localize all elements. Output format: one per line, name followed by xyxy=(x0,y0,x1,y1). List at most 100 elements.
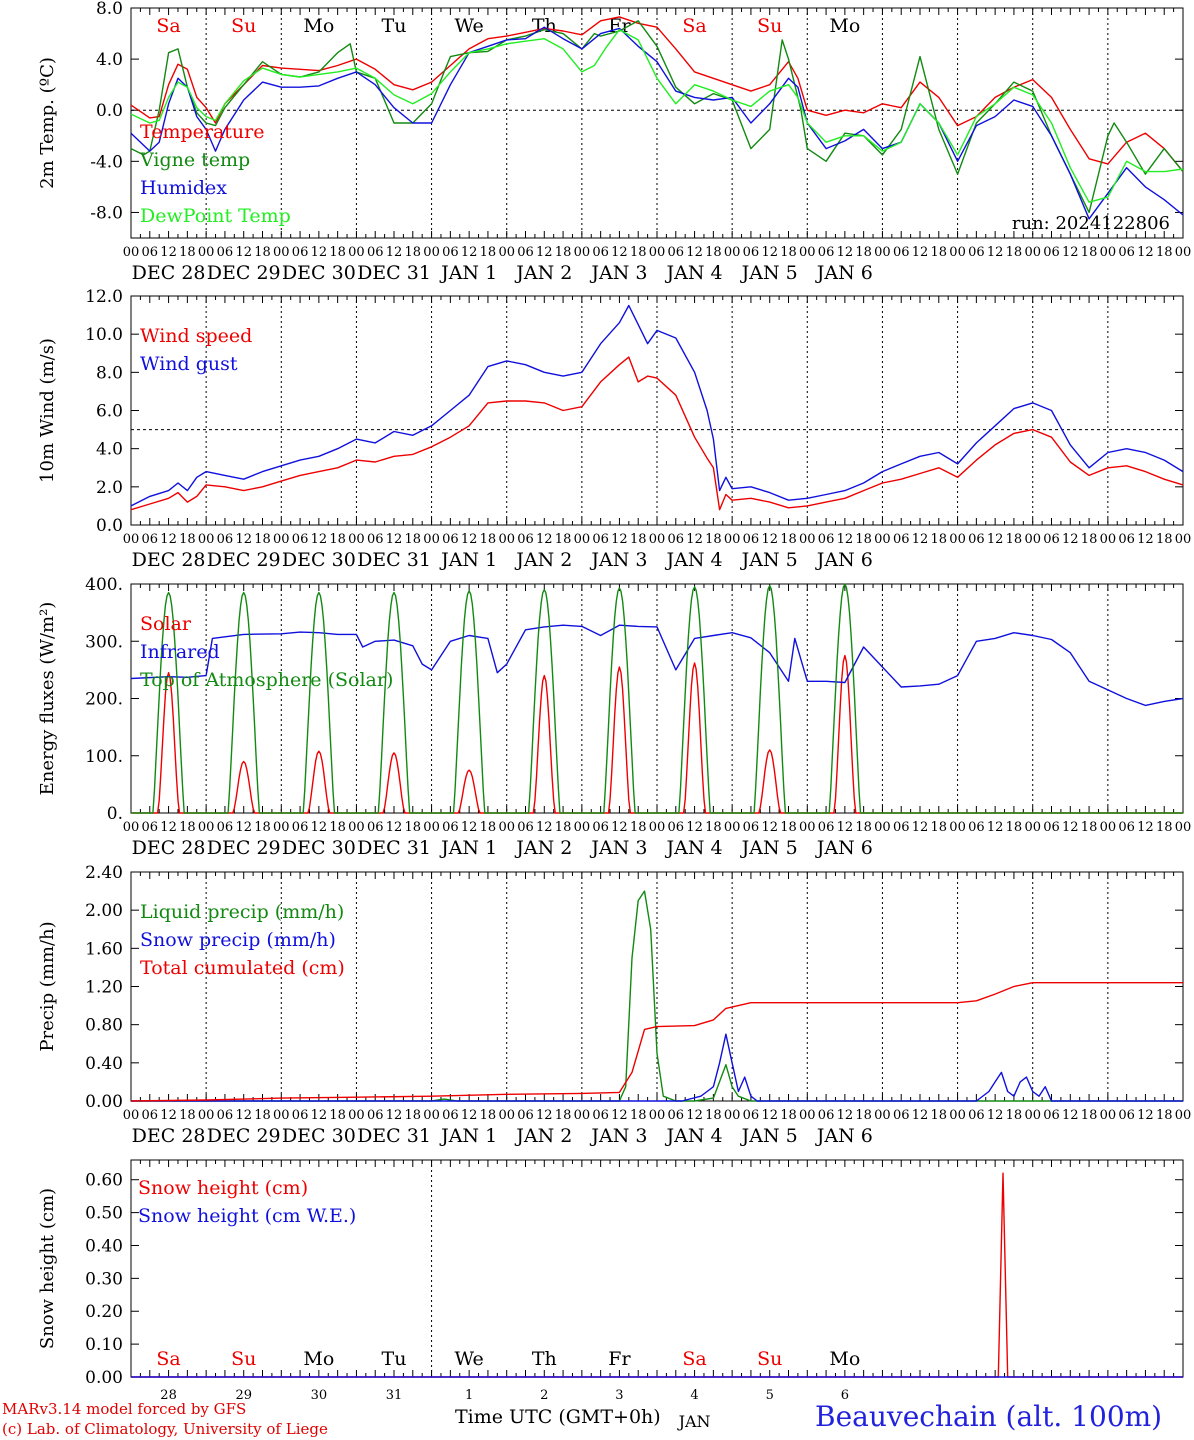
hour-tick-label: 06 xyxy=(367,820,384,835)
y-tick-label: 200. xyxy=(85,690,123,710)
hour-tick-label: 06 xyxy=(367,245,384,260)
hour-tick-label: 12 xyxy=(386,820,403,835)
hour-tick-label: 06 xyxy=(217,1108,234,1123)
weekday-label: Su xyxy=(231,1348,256,1370)
series-line-top-of-atmosphere-solar- xyxy=(131,583,1183,814)
time-axis-label: Time UTC (GMT+0h) xyxy=(455,1406,661,1428)
hour-tick-label: 12 xyxy=(1062,820,1079,835)
hour-tick-label: 18 xyxy=(405,245,422,260)
hour-tick-label: 00 xyxy=(423,1108,440,1123)
date-label: DEC 30 xyxy=(282,549,356,571)
hour-tick-label: 06 xyxy=(142,532,159,547)
hour-tick-label: 06 xyxy=(592,1108,609,1123)
hour-tick-label: 18 xyxy=(555,820,572,835)
hour-tick-label: 06 xyxy=(517,245,534,260)
hour-tick-label: 18 xyxy=(780,1108,797,1123)
hour-tick-label: 00 xyxy=(423,820,440,835)
hour-tick-label: 00 xyxy=(649,245,666,260)
hour-tick-label: 12 xyxy=(311,820,328,835)
date-label: JAN 6 xyxy=(815,262,873,284)
hour-tick-label: 12 xyxy=(611,245,628,260)
hour-tick-label: 00 xyxy=(874,820,891,835)
hour-tick-label: 06 xyxy=(1043,820,1060,835)
hour-tick-label: 00 xyxy=(348,532,365,547)
hour-tick-label: 00 xyxy=(874,532,891,547)
hour-tick-label: 18 xyxy=(1156,1108,1173,1123)
y-tick-label: 300. xyxy=(85,632,123,652)
hour-tick-label: 06 xyxy=(893,245,910,260)
hour-tick-label: 00 xyxy=(649,532,666,547)
hour-tick-label: 12 xyxy=(686,820,703,835)
hour-tick-label: 18 xyxy=(555,1108,572,1123)
hour-tick-label: 18 xyxy=(1156,532,1173,547)
hour-tick-label: 18 xyxy=(179,245,196,260)
hour-tick-label: 06 xyxy=(217,532,234,547)
date-label: JAN 1 xyxy=(439,1125,497,1147)
hour-tick-label: 12 xyxy=(160,245,177,260)
weekday-label: Mo xyxy=(829,15,860,37)
legend-entry: Liquid precip (mm/h) xyxy=(140,901,344,923)
date-label: JAN 2 xyxy=(514,262,572,284)
weekday-label: Sa xyxy=(156,1348,180,1370)
hour-tick-label: 00 xyxy=(498,1108,515,1123)
hour-tick-label: 00 xyxy=(1175,245,1192,260)
day-number-label: 29 xyxy=(235,1388,252,1403)
date-label: DEC 28 xyxy=(132,262,206,284)
date-label: JAN 2 xyxy=(514,1125,572,1147)
hour-tick-label: 18 xyxy=(329,532,346,547)
hour-tick-label: 12 xyxy=(837,245,854,260)
series-line-dewpoint-temp xyxy=(130,29,1184,203)
hour-tick-label: 12 xyxy=(611,1108,628,1123)
legend-entry: Top of Atmosphere (Solar) xyxy=(140,669,393,691)
hour-tick-label: 06 xyxy=(592,820,609,835)
day-number-label: 5 xyxy=(766,1388,774,1403)
hour-tick-label: 00 xyxy=(1100,1108,1117,1123)
hour-tick-label: 06 xyxy=(517,1108,534,1123)
hour-tick-label: 06 xyxy=(142,1108,159,1123)
hour-tick-label: 18 xyxy=(254,1108,271,1123)
y-axis-label: Energy fluxes (W/m²) xyxy=(37,602,58,796)
hour-tick-label: 00 xyxy=(1024,532,1041,547)
weekday-label: Sa xyxy=(682,15,706,37)
date-label: DEC 31 xyxy=(357,837,431,859)
hour-tick-label: 12 xyxy=(536,245,553,260)
series-line-total-cumulated-cm- xyxy=(130,982,1183,1102)
hour-tick-label: 18 xyxy=(329,1108,346,1123)
date-label: JAN 2 xyxy=(514,837,572,859)
hour-tick-label: 00 xyxy=(799,532,816,547)
hour-tick-label: 12 xyxy=(160,532,177,547)
hour-tick-label: 12 xyxy=(1137,1108,1154,1123)
hour-tick-label: 18 xyxy=(855,245,872,260)
hour-tick-label: 00 xyxy=(649,820,666,835)
hour-tick-label: 00 xyxy=(498,532,515,547)
date-label: JAN 3 xyxy=(589,549,647,571)
hour-tick-label: 00 xyxy=(949,245,966,260)
date-label: JAN 1 xyxy=(439,549,497,571)
legend-entry: Wind speed xyxy=(140,325,252,347)
hour-tick-label: 00 xyxy=(348,820,365,835)
hour-tick-label: 06 xyxy=(893,1108,910,1123)
legend-entry: Infrared xyxy=(140,641,220,663)
hour-tick-label: 06 xyxy=(292,820,309,835)
weekday-label: Mo xyxy=(303,1348,334,1370)
date-label: DEC 30 xyxy=(282,262,356,284)
date-label: DEC 28 xyxy=(132,837,206,859)
series-line-vigne-temp xyxy=(130,20,1184,214)
weekday-label: Th xyxy=(532,15,557,37)
hour-tick-label: 18 xyxy=(1006,820,1023,835)
hour-tick-label: 06 xyxy=(968,532,985,547)
weekday-label: Th xyxy=(532,1348,557,1370)
hour-tick-label: 12 xyxy=(611,532,628,547)
date-label: JAN 5 xyxy=(740,549,798,571)
hour-tick-label: 06 xyxy=(668,532,685,547)
hour-tick-label: 00 xyxy=(498,245,515,260)
series-line-wind-speed xyxy=(130,356,1184,511)
hour-tick-label: 18 xyxy=(1081,245,1098,260)
hour-tick-label: 06 xyxy=(743,1108,760,1123)
hour-tick-label: 00 xyxy=(198,532,215,547)
hour-tick-label: 00 xyxy=(1175,820,1192,835)
hour-tick-label: 12 xyxy=(611,820,628,835)
hour-tick-label: 06 xyxy=(968,245,985,260)
hour-tick-label: 12 xyxy=(235,820,252,835)
series-group xyxy=(130,583,1184,814)
